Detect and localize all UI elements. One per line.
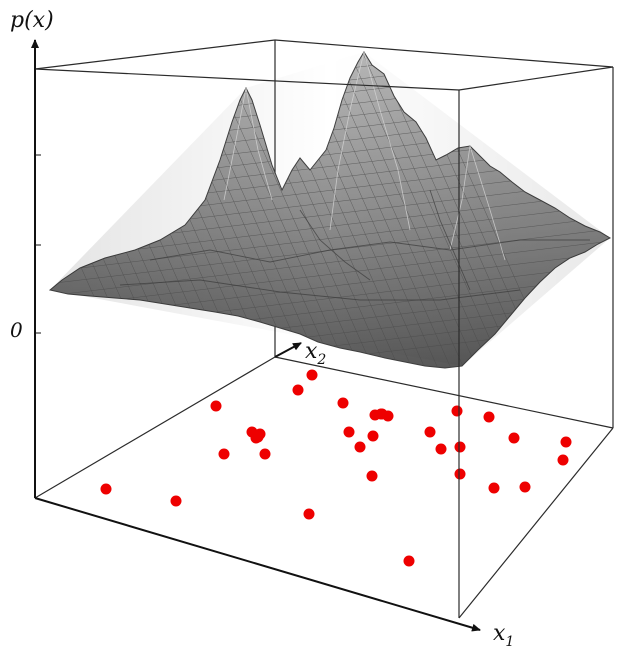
box-front-edges (34, 66, 614, 619)
x1-axis-subscript: 1 (505, 634, 514, 650)
sample-point (306, 369, 318, 381)
sample-point (100, 483, 112, 495)
sample-point (259, 448, 271, 460)
surface-ridges (223, 51, 506, 261)
sample-point (252, 431, 264, 443)
surface-valleys (119, 189, 590, 301)
sample-point (451, 405, 463, 417)
x2-axis-subscript: 2 (316, 352, 326, 368)
sample-point (303, 508, 315, 520)
sample-point (483, 411, 495, 423)
sample-point (454, 468, 466, 480)
zero-tick-label: 0 (10, 318, 23, 342)
x1-axis-label: x1 (493, 621, 514, 650)
box-edge-back-top-left (34, 39, 276, 70)
box-edge-back-top-right (274, 39, 614, 68)
sample-point (170, 495, 182, 507)
box-edge-back-bottom-right (274, 356, 614, 429)
surface-shading (50, 52, 610, 366)
sample-point (560, 436, 572, 448)
sample-point (488, 482, 500, 494)
box-edge-right-top (458, 66, 614, 91)
sample-point (376, 408, 388, 420)
sample-point (403, 555, 415, 567)
sample-point (343, 426, 355, 438)
sample-point (218, 448, 230, 460)
sample-point (557, 454, 569, 466)
sample-point (367, 430, 379, 442)
sample-point (508, 432, 520, 444)
sample-point (519, 481, 531, 493)
sample-point (366, 470, 378, 482)
sample-point (292, 384, 304, 396)
sample-point (354, 441, 366, 453)
box-edge-front-top (34, 68, 460, 91)
box-edge-back-bottom-left (34, 356, 276, 499)
sample-point (337, 397, 349, 409)
x1-axis-line (34, 497, 481, 632)
y-axis-label: p(x) (10, 8, 54, 33)
sample-point (435, 443, 447, 455)
x2-axis-label: x2 (305, 339, 326, 368)
x2-axis-line (274, 342, 302, 358)
box-edge-right-bottom (458, 427, 614, 619)
y-axis-ticks (35, 154, 41, 334)
sample-point (210, 400, 222, 412)
sample-points (100, 369, 572, 567)
sample-point (424, 426, 436, 438)
axes (31, 39, 481, 632)
sample-point (454, 441, 466, 453)
